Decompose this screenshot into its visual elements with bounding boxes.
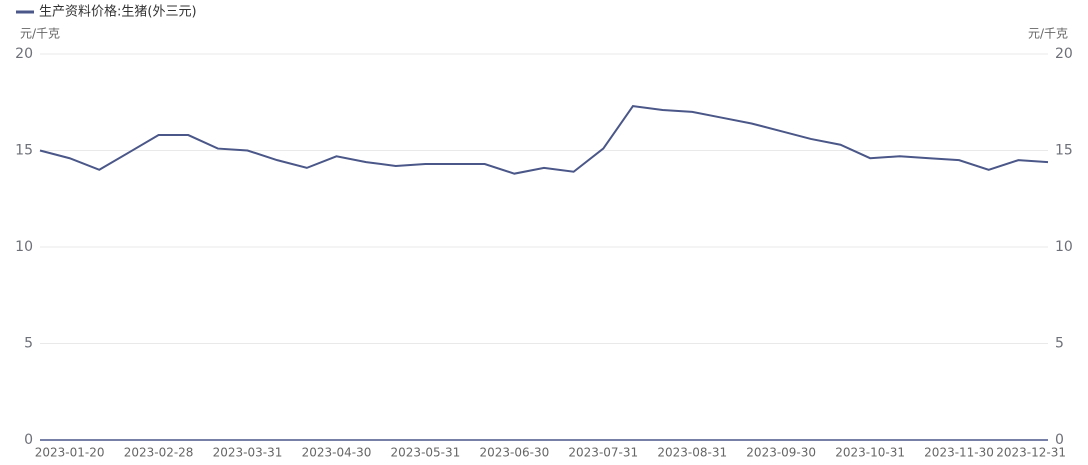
x-tick-label: 2023-10-31 xyxy=(835,446,905,460)
y2-tick-label: 15 xyxy=(1055,143,1073,159)
series-line xyxy=(39,105,1049,175)
y-tick-label: 10 xyxy=(15,239,33,255)
x-tick-label: 2023-03-31 xyxy=(213,446,283,460)
x-tick-label: 2023-02-28 xyxy=(124,446,194,460)
y-tick-label: 15 xyxy=(15,143,33,159)
y-tick-label: 20 xyxy=(15,46,33,62)
x-tick-label: 2023-09-30 xyxy=(746,446,816,460)
y2-tick-label: 0 xyxy=(1055,432,1064,448)
x-tick-label: 2023-12-31 xyxy=(996,446,1066,460)
y-tick-label: 5 xyxy=(24,336,33,352)
y2-axis-label: 元/千克 xyxy=(1028,27,1068,41)
y-axis-label: 元/千克 xyxy=(20,27,60,41)
x-tick-label: 2023-05-31 xyxy=(391,446,461,460)
x-tick-label: 2023-07-31 xyxy=(568,446,638,460)
y2-tick-label: 10 xyxy=(1055,239,1073,255)
y2-tick-label: 5 xyxy=(1055,336,1064,352)
legend-label: 生产资料价格:生猪(外三元) xyxy=(39,4,197,20)
y-tick-label: 0 xyxy=(24,432,33,448)
x-tick-label: 2023-11-30 xyxy=(924,446,994,460)
y2-tick-label: 20 xyxy=(1055,46,1073,62)
x-tick-label: 2023-06-30 xyxy=(479,446,549,460)
x-tick-label: 2023-01-20 xyxy=(35,446,105,460)
x-tick-label: 2023-08-31 xyxy=(657,446,727,460)
x-tick-label: 2023-04-30 xyxy=(302,446,372,460)
